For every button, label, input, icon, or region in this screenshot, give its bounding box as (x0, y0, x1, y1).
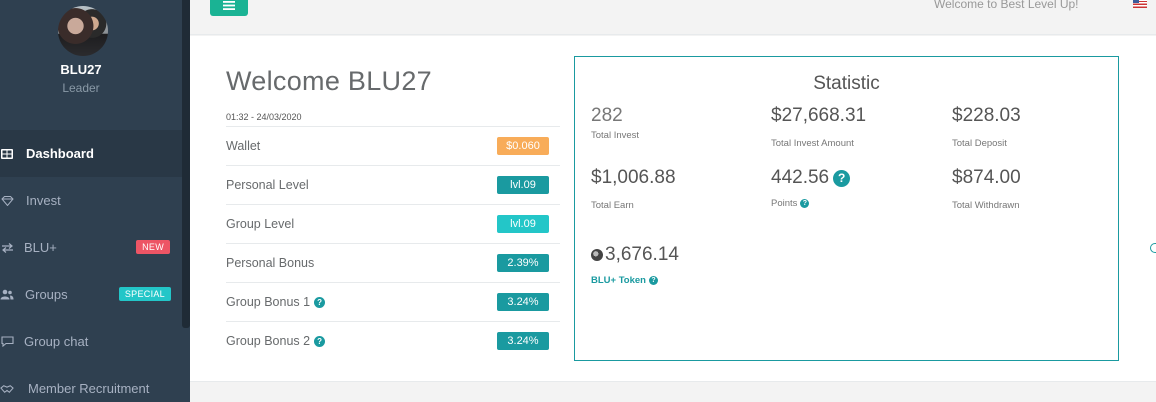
stat-label: Total Invest Amount (771, 138, 854, 149)
stat-label: Total Earn (591, 200, 634, 211)
stat-value: 3,676.14 (591, 244, 679, 266)
sidebar-item-group-chat[interactable]: Group chat (0, 318, 182, 365)
datetime: 01:32 - 24/03/2020 (226, 112, 302, 122)
statistic-panel: Statistic 282 Total Invest $27,668.31 To… (574, 56, 1119, 361)
info-label: Group Level (226, 217, 295, 231)
group-bonus-1-value: 3.24% (497, 293, 549, 311)
personal-bonus-value: 2.39% (497, 254, 549, 272)
stat-label: BLU+ Token? (591, 275, 679, 286)
list-item: Wallet $0.060 (226, 126, 560, 165)
info-label: Personal Level (226, 178, 309, 192)
list-item: Personal Level lvl.09 (226, 165, 560, 204)
exchange-icon (0, 241, 14, 255)
sidebar-item-label: Group chat (24, 334, 89, 349)
users-icon (0, 288, 14, 302)
help-icon[interactable]: ? (648, 276, 658, 285)
sidebar-item-label: Member Recruitment (28, 381, 150, 396)
user-role: Leader (62, 81, 100, 95)
stat-total-deposit: $228.03 Total Deposit (952, 105, 1021, 149)
stat-value: 442.56? (771, 167, 851, 189)
hamburger-icon (223, 0, 235, 10)
sidebar-item-blu-plus[interactable]: BLU+ NEW (0, 224, 182, 271)
sidebar-item-invest[interactable]: Invest (0, 177, 182, 224)
page-title: Welcome BLU27 (226, 66, 432, 96)
help-icon[interactable]: ? (314, 296, 326, 308)
info-label: Group Bonus 1? (226, 295, 326, 309)
stat-value: 282 (591, 105, 623, 126)
stat-total-earn: $1,006.88 Total Earn (591, 167, 676, 211)
account-info-list: Wallet $0.060 Personal Level lvl.09 Grou… (226, 126, 560, 360)
sidebar: BLU27 Leader Dashboard Invest BLU+ NEW G… (0, 0, 190, 402)
menu-toggle-button[interactable] (210, 0, 248, 16)
token-icon (591, 249, 603, 261)
help-icon[interactable]: ? (833, 169, 851, 187)
info-label: Personal Bonus (226, 256, 315, 270)
info-label: Group Bonus 2? (226, 334, 326, 348)
special-badge: SPECIAL (118, 287, 171, 301)
list-item: Group Bonus 2? 3.24% (226, 321, 560, 360)
stat-value: $27,668.31 (771, 105, 867, 126)
welcome-message: Welcome to Best Level Up! (934, 0, 1079, 11)
avatar[interactable] (58, 6, 108, 56)
dashboard-icon (0, 147, 14, 161)
help-icon[interactable]: ? (800, 199, 810, 208)
topbar: Welcome to Best Level Up! (190, 0, 1156, 35)
stat-label: Total Withdrawn (952, 200, 1020, 211)
sidebar-item-label: Groups (25, 287, 68, 302)
statistic-title: Statistic (813, 73, 880, 94)
wallet-value: $0.060 (497, 137, 549, 155)
edge-widget-icon[interactable] (1150, 243, 1156, 253)
stat-value: $1,006.88 (591, 167, 676, 188)
group-level-value: lvl.09 (497, 215, 549, 233)
list-item: Group Bonus 1? 3.24% (226, 282, 560, 321)
us-flag-icon[interactable] (1133, 0, 1147, 8)
stat-total-invest-amount: $27,668.31 Total Invest Amount (771, 105, 866, 149)
sidebar-item-label: Dashboard (26, 146, 94, 161)
help-icon[interactable]: ? (314, 335, 326, 347)
footer (190, 381, 1156, 402)
sidebar-item-groups[interactable]: Groups SPECIAL (0, 271, 182, 318)
stat-points: 442.56? Points? (771, 167, 851, 209)
sidebar-item-dashboard[interactable]: Dashboard (0, 130, 182, 177)
stat-value: $874.00 (952, 167, 1021, 188)
stat-value: $228.03 (952, 105, 1021, 126)
chat-icon (0, 335, 14, 349)
stat-label: Total Invest (591, 130, 640, 141)
main-content: Welcome BLU27 01:32 - 24/03/2020 Wallet … (190, 36, 1156, 381)
diamond-icon (0, 194, 14, 208)
stat-label: Total Deposit (952, 138, 1007, 149)
sidebar-item-label: BLU+ (24, 240, 57, 255)
stat-total-invest: 282 Total Invest (591, 105, 639, 141)
sidebar-item-label: Invest (26, 193, 61, 208)
user-name: BLU27 (60, 62, 102, 77)
handshake-icon (0, 382, 14, 396)
group-bonus-2-value: 3.24% (497, 332, 549, 350)
personal-level-value: lvl.09 (497, 176, 549, 194)
list-item: Personal Bonus 2.39% (226, 243, 560, 282)
info-label: Wallet (226, 139, 261, 153)
sidebar-item-member-recruitment[interactable]: Member Recruitment (0, 365, 182, 402)
stat-total-withdrawn: $874.00 Total Withdrawn (952, 167, 1021, 211)
new-badge: NEW (136, 240, 170, 254)
sidebar-scrollbar[interactable] (182, 0, 190, 328)
stat-blu-token: 3,676.14 BLU+ Token? (591, 244, 679, 286)
stat-label: Points? (771, 198, 850, 209)
list-item: Group Level lvl.09 (226, 204, 560, 243)
